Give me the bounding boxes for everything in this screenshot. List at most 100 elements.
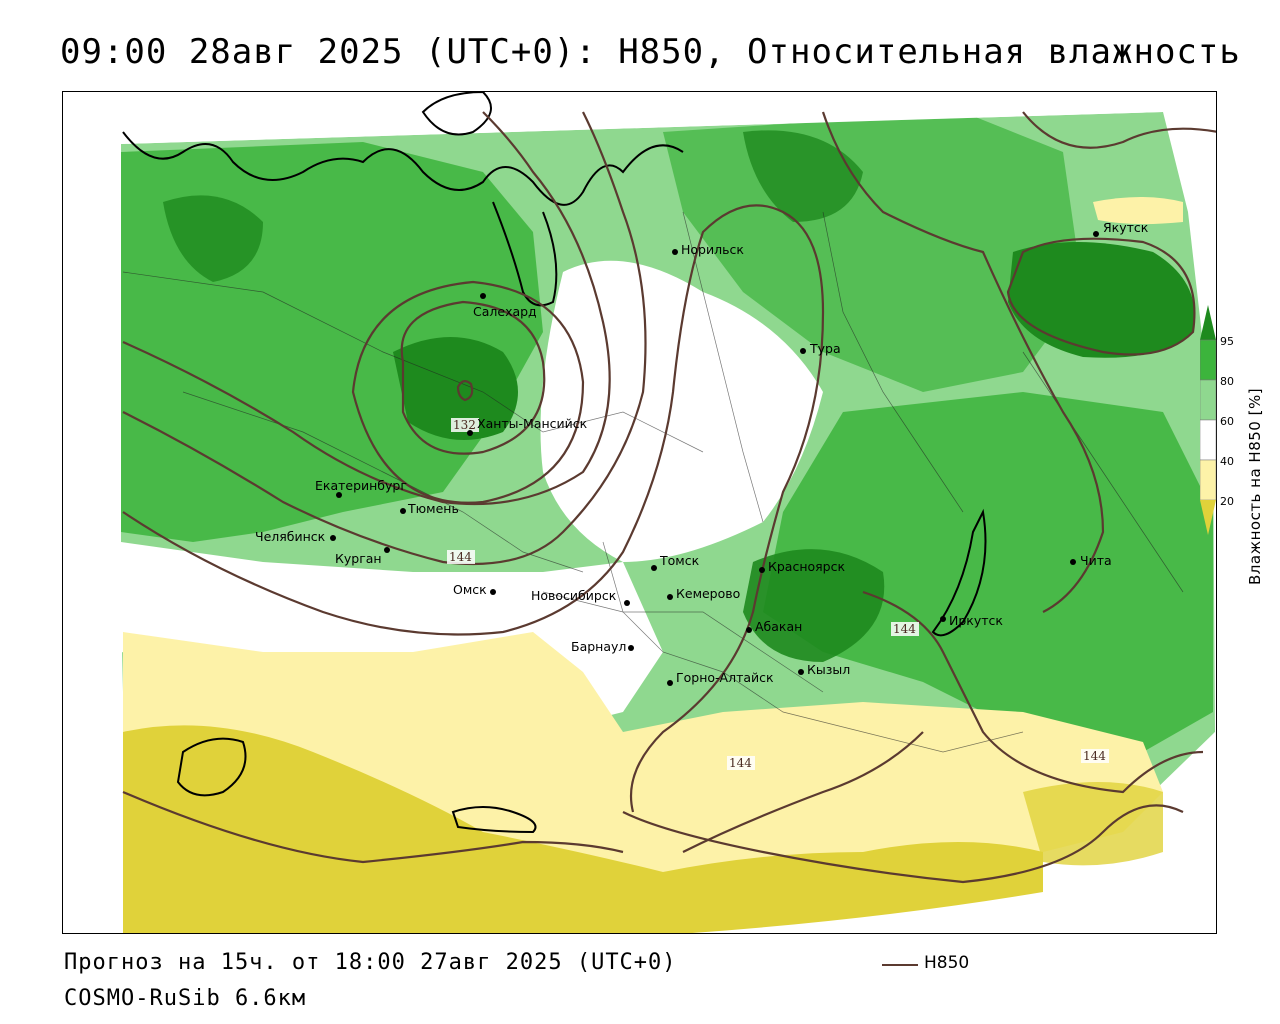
city-label: Салехард (473, 304, 537, 319)
city-label: Красноярск (768, 559, 845, 574)
humidity-field (63, 92, 1216, 933)
colorbar-segment-20 (1200, 459, 1217, 501)
coastlines (122, 92, 987, 834)
city-label: Курган (335, 551, 382, 566)
isoline-north (1022, 111, 1216, 149)
colorbar-tick: 60 (1220, 415, 1234, 428)
city-label: Кызыл (807, 662, 850, 677)
humidity-95-area-n (743, 130, 863, 222)
humidity-95-area-khanty (393, 337, 518, 440)
map-panel[interactable]: 132 144 144 144 144 Якутск Норильск Сале… (62, 91, 1217, 934)
colorbar-tick: 40 (1220, 455, 1234, 468)
city-markers: Якутск Норильск Салехард Тура Ханты-Манс… (255, 220, 1149, 686)
city-dot (746, 627, 752, 633)
model-name: COSMO-RuSib 6.6км (64, 986, 307, 1011)
colorbar-tick: 80 (1220, 375, 1234, 388)
city-label: Омск (453, 582, 487, 597)
city-label: Челябинск (255, 529, 326, 544)
colorbar-bottom-arrow (1200, 500, 1216, 535)
city-label: Ханты-Мансийск (477, 416, 588, 431)
city-label: Томск (659, 553, 700, 568)
isoline-legend-label: H850 (924, 953, 970, 973)
city-dot (667, 680, 673, 686)
humidity-0-area-southwest (123, 725, 1043, 933)
city-label: Якутск (1103, 220, 1149, 235)
city-label: Чита (1080, 553, 1112, 568)
city-label: Норильск (681, 242, 744, 257)
city-label: Тюмень (407, 501, 459, 516)
baikal-lake (931, 508, 987, 637)
humidity-40-area-center (540, 260, 823, 562)
isoline-136 (351, 280, 585, 504)
colorbar-top-arrow (1200, 305, 1216, 340)
city-dot (940, 616, 946, 622)
isoline-label: 144 (729, 756, 752, 770)
humidity-20-area-yakutsk (1093, 197, 1183, 225)
isoline-label: 144 (449, 550, 472, 564)
map-title: 09:00 28авг 2025 (UTC+0): H850, Относите… (60, 32, 1241, 72)
isoline-140-west (122, 111, 611, 506)
isoline-132-inner (456, 380, 474, 402)
isoline-144-south (122, 790, 624, 864)
city-dot (800, 348, 806, 354)
colorbar-segment-80 (1200, 339, 1217, 381)
city-dot (759, 567, 765, 573)
city-dot (624, 600, 630, 606)
humidity-80-area-east (763, 392, 1213, 752)
humidity-colorbar: 95 80 60 40 20 (1200, 305, 1234, 535)
city-dot (667, 594, 673, 600)
isoline-yakutsk (1006, 237, 1196, 356)
outside-domain-se (1163, 732, 1216, 933)
city-dot (798, 669, 804, 675)
isoline-144-west (122, 111, 647, 566)
city-dot (400, 508, 406, 514)
isoline-label: 144 (1083, 749, 1106, 763)
isoline-abakan (682, 731, 924, 853)
isoline-148-south (622, 804, 1184, 884)
map-canvas: 132 144 144 144 144 Якутск Норильск Сале… (63, 92, 1216, 933)
city-label: Горно-Алтайск (676, 670, 774, 685)
isoline-legend-swatch (882, 964, 918, 966)
city-label: Барнаул (571, 639, 626, 654)
colorbar-tick: 20 (1220, 495, 1234, 508)
caspian-sea (176, 737, 247, 797)
city-dot (672, 249, 678, 255)
balkhash-lake (451, 806, 537, 834)
arctic-coast (122, 131, 684, 206)
isoline-144-east (821, 111, 1105, 613)
isoline-132-outer (400, 300, 546, 455)
city-label: Иркутск (949, 613, 1003, 628)
colorbar-segment-60 (1200, 379, 1217, 421)
novaya-zemlya (421, 92, 492, 136)
city-dot (336, 492, 342, 498)
city-label: Кемерово (676, 586, 740, 601)
city-label: Тура (809, 341, 841, 356)
yamal-peninsula (492, 201, 558, 307)
isoline-label: 132 (453, 418, 476, 432)
city-dot (628, 645, 634, 651)
city-dot (384, 547, 390, 553)
city-dot (467, 430, 473, 436)
humidity-95-area-nw (163, 195, 263, 282)
colorbar-tick: 95 (1220, 335, 1234, 348)
colorbar-title: Влажность на H850 [%] (1246, 387, 1264, 585)
humidity-95-area-abakan (743, 549, 885, 662)
city-label: Екатеринбург (315, 478, 407, 493)
city-dot (1070, 559, 1076, 565)
isoline-148-east (862, 590, 1204, 794)
h850-isolines (122, 111, 1216, 884)
city-dot (480, 293, 486, 299)
humidity-95-area-yakutsk (1008, 242, 1195, 358)
city-dot (651, 565, 657, 571)
colorbar-segment-40 (1200, 419, 1217, 461)
isoline-144-main (122, 204, 825, 813)
forecast-info: Прогноз на 15ч. от 18:00 27авг 2025 (UTC… (64, 950, 677, 975)
city-label: Абакан (755, 619, 802, 634)
city-dot (1093, 231, 1099, 237)
isoline-label-group: 132 144 144 144 144 (447, 418, 1109, 770)
city-label: Новосибирск (531, 588, 617, 603)
city-dot (490, 589, 496, 595)
isoline-label: 144 (893, 622, 916, 636)
city-dot (330, 535, 336, 541)
humidity-0-area-east (1023, 782, 1163, 866)
